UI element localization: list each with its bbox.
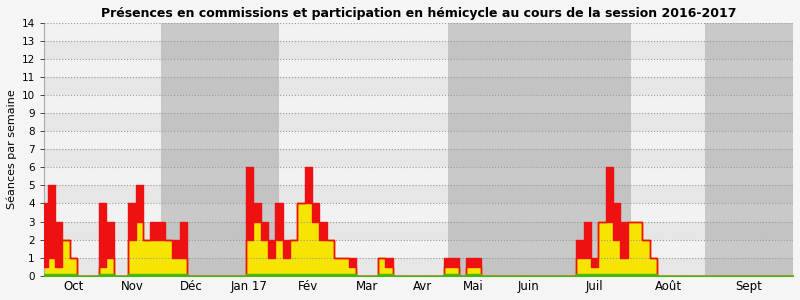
Bar (44, 22, 793, 40)
Bar (44, 203, 793, 222)
Bar (44, 258, 793, 276)
Bar (44, 131, 793, 149)
Bar (44, 40, 793, 59)
Title: Présences en commissions et participation en hémicycle au cours de la session 20: Présences en commissions et participatio… (101, 7, 736, 20)
Bar (705, 22, 793, 276)
Bar (44, 77, 793, 95)
Bar (162, 22, 220, 276)
Bar (448, 22, 499, 276)
Bar (44, 240, 793, 258)
Bar (44, 59, 793, 77)
Bar (499, 22, 558, 276)
Y-axis label: Séances par semaine: Séances par semaine (7, 89, 18, 209)
Bar (44, 185, 793, 203)
Bar (44, 95, 793, 113)
Bar (44, 113, 793, 131)
Bar (44, 167, 793, 185)
Bar (558, 22, 631, 276)
Bar (220, 22, 279, 276)
Bar (44, 149, 793, 167)
Bar (44, 222, 793, 240)
